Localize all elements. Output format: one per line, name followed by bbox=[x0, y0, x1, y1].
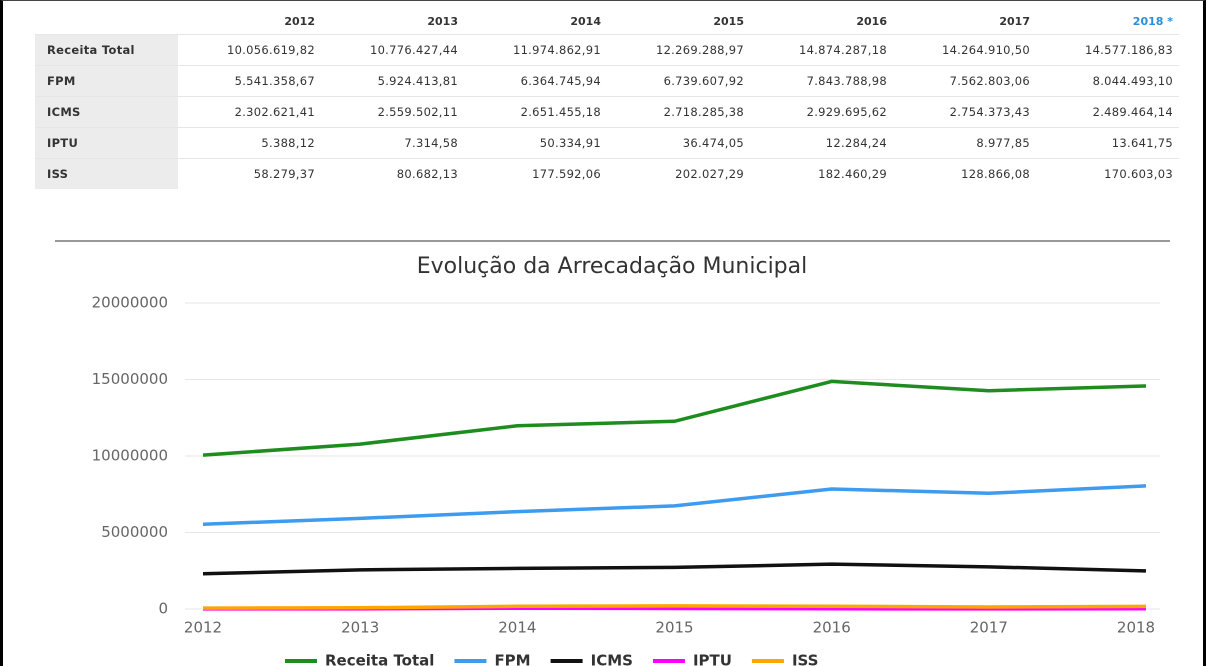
row-label: FPM bbox=[35, 65, 178, 97]
cell: 2.929.695,62 bbox=[750, 96, 893, 128]
column-header: 2015 bbox=[713, 14, 744, 28]
table-row: FPM 5.541.358,67 5.924.413,81 6.364.745,94 6… bbox=[35, 65, 1179, 97]
cell: 12.284,24 bbox=[750, 127, 893, 159]
cell: 50.334,91 bbox=[464, 127, 607, 159]
cell: 5.924.413,81 bbox=[321, 65, 464, 97]
legend-label: ISS bbox=[792, 652, 819, 666]
row-label: ICMS bbox=[35, 96, 178, 128]
header-row: 2012 2013 2014 2015 2016 2017 2018 * bbox=[35, 8, 1179, 35]
cell: 8.977,85 bbox=[893, 127, 1036, 159]
series-line bbox=[202, 484, 1147, 526]
column-header: 2012 bbox=[284, 14, 315, 28]
series-line bbox=[202, 604, 1147, 610]
cell: 14.577.186,83 bbox=[1036, 34, 1179, 66]
cell: 80.682,13 bbox=[321, 158, 464, 189]
table-row: IPTU 5.388,12 7.314,58 50.334,91 36.474,05 12… bbox=[35, 127, 1179, 159]
cell: 6.739.607,92 bbox=[607, 65, 750, 97]
y-tick-label: 20000000 bbox=[92, 294, 168, 312]
y-tick-label: 0 bbox=[158, 600, 168, 618]
cell: 2.559.502,11 bbox=[321, 96, 464, 128]
cell: 2.754.373,43 bbox=[893, 96, 1036, 128]
table-row: Receita Total 10.056.619,82 10.776.427,44 1… bbox=[35, 34, 1179, 66]
series-line bbox=[202, 379, 1147, 457]
legend-label: FPM bbox=[494, 652, 530, 666]
cell: 7.843.788,98 bbox=[750, 65, 893, 97]
legend-label: Receita Total bbox=[325, 652, 434, 666]
cell: 5.388,12 bbox=[178, 127, 321, 159]
table-row: ICMS 2.302.621,41 2.559.502,11 2.651.455,18… bbox=[35, 96, 1179, 128]
y-tick-label: 5000000 bbox=[101, 523, 168, 541]
series-line bbox=[202, 562, 1147, 576]
column-header: 2014 bbox=[570, 14, 601, 28]
data-table: 2012 2013 2014 2015 2016 2017 2018 * Receita To… bbox=[35, 8, 1179, 189]
cell: 2.302.621,41 bbox=[178, 96, 321, 128]
column-header: 2016 bbox=[856, 14, 887, 28]
cell: 2.718.285,38 bbox=[607, 96, 750, 128]
row-label: IPTU bbox=[35, 127, 178, 159]
cell: 6.364.745,94 bbox=[464, 65, 607, 97]
cell: 12.269.288,97 bbox=[607, 34, 750, 66]
legend-label: IPTU bbox=[693, 652, 732, 666]
row-label: Receita Total bbox=[35, 34, 178, 66]
cell: 202.027,29 bbox=[607, 158, 750, 189]
x-tick-label: 2016 bbox=[813, 619, 851, 637]
cell: 7.562.803,06 bbox=[893, 65, 1036, 97]
y-tick-label: 10000000 bbox=[92, 447, 168, 465]
cell: 7.314,58 bbox=[321, 127, 464, 159]
row-label: ISS bbox=[35, 158, 178, 189]
x-tick-label: 2013 bbox=[341, 619, 379, 637]
cell: 10.776.427,44 bbox=[321, 34, 464, 66]
cell: 13.641,75 bbox=[1036, 127, 1179, 159]
column-header: 2013 bbox=[427, 14, 458, 28]
x-tick-label: 2018 bbox=[1117, 619, 1155, 637]
cell: 182.460,29 bbox=[750, 158, 893, 189]
cell: 177.592,06 bbox=[464, 158, 607, 189]
cell: 128.866,08 bbox=[893, 158, 1036, 189]
cell: 2.651.455,18 bbox=[464, 96, 607, 128]
x-tick-label: 2014 bbox=[498, 619, 536, 637]
y-tick-label: 15000000 bbox=[92, 370, 168, 388]
chart-title: Evolução da Arrecadação Municipal bbox=[417, 254, 808, 279]
column-header: 2017 bbox=[999, 14, 1030, 28]
table-row: ISS 58.279,37 80.682,13 177.592,06 202.027,2… bbox=[35, 158, 1179, 189]
cell: 14.874.287,18 bbox=[750, 34, 893, 66]
cell: 58.279,37 bbox=[178, 158, 321, 189]
cell: 10.056.619,82 bbox=[178, 34, 321, 66]
legend-label: ICMS bbox=[591, 652, 633, 666]
cell: 2.489.464,14 bbox=[1036, 96, 1179, 128]
x-tick-label: 2017 bbox=[970, 619, 1008, 637]
cell: 14.264.910,50 bbox=[893, 34, 1036, 66]
cell: 11.974.862,91 bbox=[464, 34, 607, 66]
x-tick-label: 2015 bbox=[655, 619, 693, 637]
cell: 170.603,03 bbox=[1036, 158, 1179, 189]
cell: 5.541.358,67 bbox=[178, 65, 321, 97]
x-tick-label: 2012 bbox=[184, 619, 222, 637]
cell: 8.044.493,10 bbox=[1036, 65, 1179, 97]
cell: 36.474,05 bbox=[607, 127, 750, 159]
column-header: 2018 * bbox=[1132, 14, 1173, 28]
